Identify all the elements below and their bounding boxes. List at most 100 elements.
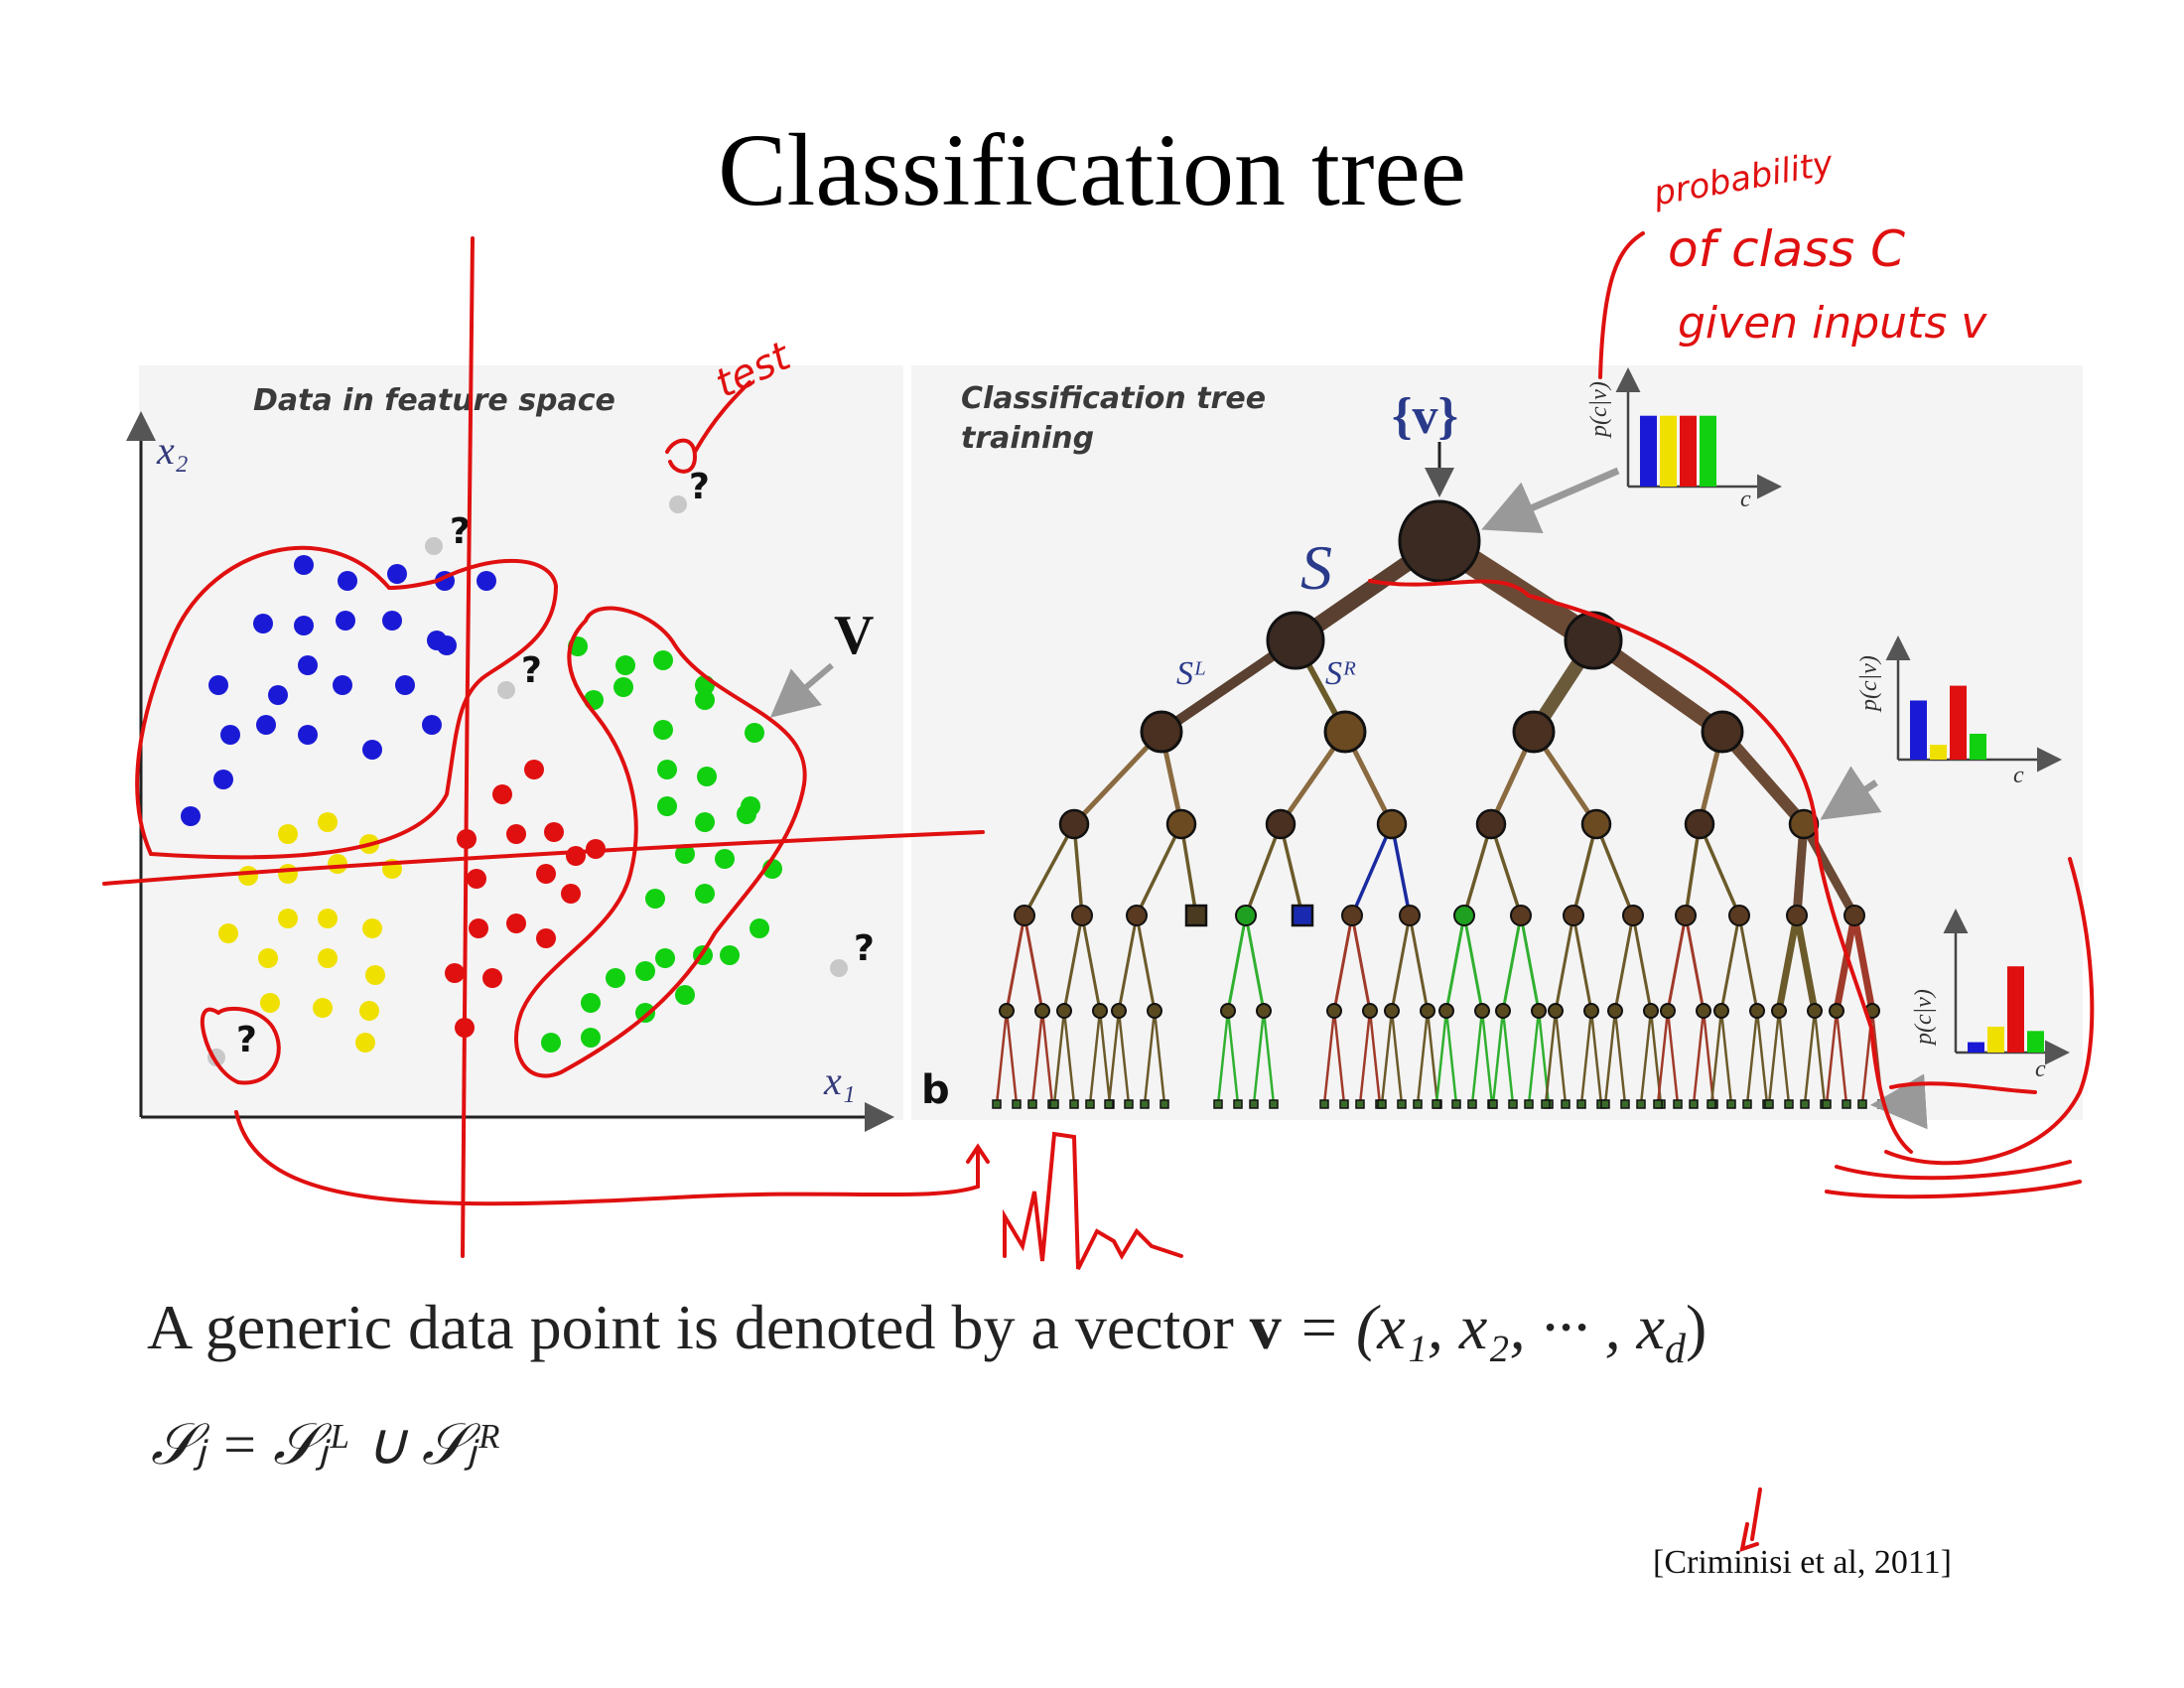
red-point-6 (566, 846, 586, 866)
edge-l4-10-0 (1554, 914, 1575, 1013)
blue-point-14 (333, 675, 352, 695)
tree-node-l5-9-0 (1495, 1003, 1511, 1019)
hist3-x-label: c (2035, 1056, 2046, 1082)
green-point-11 (697, 767, 717, 786)
green-point-24 (720, 945, 740, 965)
hist3-bar-4 (2027, 1031, 2044, 1053)
tree-leaf-l4-3 (1184, 904, 1208, 927)
yellow-point-18 (355, 1033, 375, 1053)
edge-l5-11-0-0 (1603, 1009, 1617, 1106)
edge-l3-12 (1684, 822, 1702, 917)
green-point-6 (614, 677, 633, 697)
tree-leaf-7-1-0 (1413, 1099, 1423, 1109)
edge-l4-2-0 (1117, 914, 1139, 1013)
hist1-bar-4 (1700, 415, 1716, 487)
edge-l5-7-1-1 (1426, 1009, 1439, 1106)
tree-leaf-1-1-0 (1085, 1099, 1095, 1109)
edge-l4-14-1 (1793, 912, 1819, 1015)
hist2-x-label: c (2013, 763, 2024, 788)
edge-l5-14-0-0 (1767, 1009, 1781, 1106)
edge-l3-4 (1244, 822, 1283, 917)
edge-l5-4-0-1 (1226, 1009, 1240, 1106)
edge-l5-6-0-0 (1322, 1009, 1336, 1106)
red-point-15 (482, 968, 502, 988)
tree-node-l5-11-1 (1643, 1003, 1659, 1019)
blue-point-6 (253, 614, 273, 633)
tree-node-l2-2 (1512, 710, 1556, 754)
vector-definition-text: A generic data point is denoted by a vec… (147, 1292, 1250, 1362)
tree-node-l3-5 (1580, 808, 1612, 840)
hist1-bar-1 (1640, 415, 1657, 487)
yellow-point-5 (278, 864, 298, 884)
subfigure-label: b (921, 1067, 950, 1113)
blue-point-3 (387, 564, 407, 584)
edge-l3-7 (1390, 822, 1412, 917)
tree-node-l5-4-1 (1256, 1003, 1272, 1019)
edge-l5-13-0-1 (1719, 1009, 1733, 1106)
hist2-bar-4 (1970, 733, 1986, 760)
tree-node-l2-0 (1140, 710, 1183, 754)
blue-point-8 (336, 611, 355, 631)
edge-l5-1-0-1 (1062, 1009, 1076, 1106)
blue-point-13 (298, 655, 318, 675)
yellow-point-8 (218, 923, 238, 943)
tree-node-l4-14 (1786, 905, 1808, 926)
edge-l5-0-1-0 (1030, 1009, 1044, 1106)
tree-leaf-11-1-0 (1636, 1099, 1646, 1109)
edge-l5-13-1-1 (1755, 1009, 1769, 1106)
hist2-bar-3 (1950, 685, 1967, 760)
red-green-cluster-outline (514, 606, 807, 1078)
edge-l5-12-0-0 (1656, 1009, 1670, 1106)
slide-title: Classification tree (718, 113, 1466, 227)
decision-tree (992, 499, 1887, 1109)
edge-l4-4-1 (1244, 914, 1266, 1013)
unknown-point-4 (830, 959, 848, 977)
edge-l5-7-1-0 (1416, 1009, 1430, 1106)
tree-node-l4-0 (1014, 905, 1035, 926)
edge-l5-9-1-0 (1527, 1009, 1541, 1106)
tree-leaf-2-1-0 (1140, 1099, 1150, 1109)
yellow-point-15 (260, 993, 280, 1013)
tree-node-l4-13 (1728, 905, 1750, 926)
red-ink-annotations (102, 231, 2095, 1552)
edge-l4-8-1 (1462, 914, 1484, 1013)
edge-l5-8-1-0 (1470, 1009, 1484, 1106)
tree-leaf-8-1-0 (1467, 1099, 1477, 1109)
tree-node-l5-8-1 (1474, 1003, 1490, 1019)
edge-l5-2-1-0 (1143, 1009, 1157, 1106)
edge-l4-7-0 (1390, 914, 1412, 1013)
hist2-bar-2 (1930, 745, 1947, 760)
tree-leaf-1-0-1 (1069, 1099, 1079, 1109)
unknown-point-label-5: ? (236, 1020, 257, 1060)
tree-leaf-9-1-0 (1524, 1099, 1534, 1109)
tree-leaf-8-0-1 (1451, 1099, 1461, 1109)
tree-node-l3-6 (1684, 808, 1715, 840)
right-child-set-label: Sᴿ (1325, 655, 1357, 692)
green-point-30 (541, 1033, 561, 1053)
edge-l4-4-0 (1226, 914, 1248, 1013)
tree-leaf-6-1-0 (1355, 1099, 1365, 1109)
red-point-1 (524, 760, 544, 779)
tree-path-highlight (1368, 579, 1913, 1154)
tree-panel-title-line1: Classification tree (961, 381, 1267, 416)
edge-l4-15-1 (1850, 912, 1876, 1015)
yellow-point-4 (238, 866, 258, 886)
tree-node-l4-8 (1453, 905, 1475, 926)
tree-node-l5-11-0 (1607, 1003, 1623, 1019)
point-v-label: V (834, 605, 875, 666)
edge-l5-14-1-1 (1813, 1009, 1827, 1106)
edge-l3-2 (1135, 822, 1183, 917)
edge-l5-7-0-1 (1390, 1009, 1404, 1106)
tree-node-l5-0-1 (1034, 1003, 1050, 1019)
edge-l5-14-0-1 (1777, 1009, 1791, 1106)
blue-point-2 (338, 571, 357, 591)
edge-l4-2-1 (1135, 914, 1157, 1013)
edge-l5-6-1-1 (1368, 1009, 1382, 1106)
edge-l5-10-0-0 (1544, 1009, 1558, 1106)
tree-node-l4-7 (1399, 905, 1421, 926)
tree-leaf-9-0-1 (1508, 1099, 1518, 1109)
red-point-5 (544, 822, 564, 842)
edge-l4-6-1 (1350, 914, 1372, 1013)
green-point-7 (653, 720, 673, 740)
